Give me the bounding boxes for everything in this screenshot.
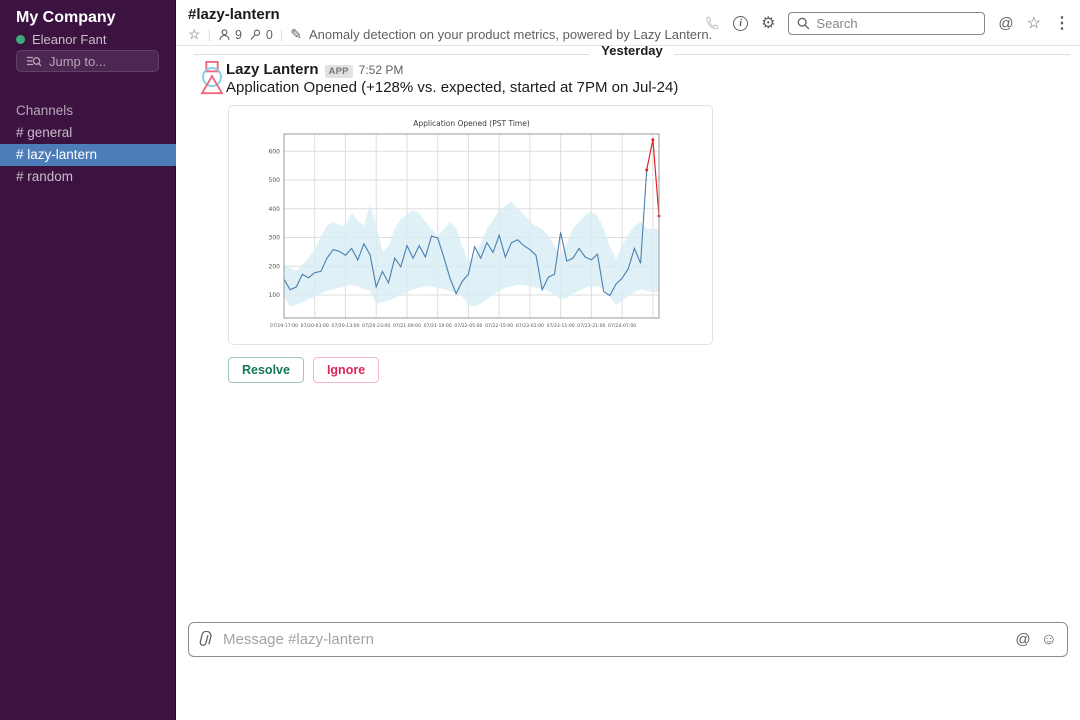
main-area: #lazy-lantern ☆ | 9 0 | ✎ Anomaly detect… — [176, 0, 1080, 720]
svg-text:07/23-21:00: 07/23-21:00 — [577, 323, 605, 329]
mentions-button[interactable]: @ — [998, 15, 1013, 32]
divider: | — [207, 27, 211, 42]
emoji-icon[interactable]: ☺ — [1040, 630, 1057, 648]
lazy-lantern-logo-icon — [200, 60, 224, 95]
svg-text:07/22-05:00: 07/22-05:00 — [454, 323, 482, 329]
svg-text:07/22-15:00: 07/22-15:00 — [485, 323, 513, 329]
at-icon: @ — [998, 14, 1014, 32]
channels-header[interactable]: Channels — [16, 103, 74, 118]
more-options-button[interactable]: ⋮ — [1054, 13, 1070, 33]
svg-text:07/21-09:00: 07/21-09:00 — [393, 323, 421, 329]
attach-icon[interactable] — [199, 630, 214, 649]
message-composer[interactable]: @ ☺ — [188, 622, 1068, 657]
pin-count[interactable]: 0 — [265, 27, 273, 42]
user-name: Eleanor Fant — [32, 32, 107, 47]
date-divider-label[interactable]: Yesterday — [589, 43, 675, 58]
channel-title: #lazy-lantern — [188, 6, 280, 23]
pin-icon[interactable] — [249, 28, 262, 42]
presence-dot — [16, 35, 25, 44]
starred-items-button[interactable]: ☆ — [1027, 13, 1041, 33]
info-icon: i — [733, 15, 749, 31]
sidebar-item-lazy-lantern[interactable]: # lazy-lantern — [0, 144, 176, 166]
svg-text:07/20-23:00: 07/20-23:00 — [362, 323, 390, 329]
search-icon — [798, 17, 810, 29]
sidebar: My Company Eleanor Fant Jump to... Chann… — [0, 0, 176, 720]
search-box[interactable] — [788, 11, 986, 35]
svg-text:Application Opened (PST Time): Application Opened (PST Time) — [413, 119, 530, 128]
svg-text:400: 400 — [269, 206, 281, 213]
settings-button[interactable]: ⚙ — [761, 13, 775, 33]
resolve-button[interactable]: Resolve — [228, 357, 304, 383]
composer-actions: @ ☺ — [1015, 631, 1057, 649]
channel-meta: ☆ | 9 0 | ✎ Anomaly detection on your pr… — [188, 26, 712, 43]
workspace-name[interactable]: My Company — [16, 9, 116, 26]
gear-icon: ⚙ — [761, 15, 776, 32]
svg-text:500: 500 — [269, 177, 281, 184]
svg-text:07/20-03:00: 07/20-03:00 — [301, 323, 329, 329]
jump-to-icon — [27, 56, 42, 66]
avatar[interactable] — [194, 60, 230, 96]
svg-text:200: 200 — [269, 263, 281, 270]
message-sender[interactable]: Lazy Lantern — [226, 61, 319, 78]
svg-text:100: 100 — [269, 292, 281, 299]
header-actions: i ⚙ @ ☆ ⋮ — [704, 0, 1070, 46]
mention-icon[interactable]: @ — [1015, 631, 1031, 648]
edit-topic-icon[interactable]: ✎ — [290, 26, 302, 42]
user-presence[interactable]: Eleanor Fant — [0, 29, 175, 50]
members-icon[interactable] — [218, 28, 231, 42]
channel-header: #lazy-lantern ☆ | 9 0 | ✎ Anomaly detect… — [176, 0, 1080, 46]
sidebar-item-general[interactable]: # general — [16, 125, 73, 140]
svg-text:07/19-17:00: 07/19-17:00 — [270, 323, 298, 329]
date-divider: Yesterday — [194, 43, 1070, 61]
sidebar-item-random[interactable]: # random — [16, 169, 74, 184]
svg-text:07/24-07:00: 07/24-07:00 — [608, 323, 636, 329]
message-header: Lazy Lantern APP 7:52 PM — [226, 61, 403, 78]
ignore-button[interactable]: Ignore — [312, 357, 380, 383]
app-badge: APP — [324, 65, 353, 78]
kebab-icon: ⋮ — [1054, 15, 1070, 32]
phone-icon — [706, 16, 719, 30]
search-input[interactable] — [816, 15, 967, 31]
svg-text:07/23-01:00: 07/23-01:00 — [516, 323, 544, 329]
anomaly-chart: 07/19-17:00 07/20-03:00 07/20-13:00 07/20-2… — [269, 119, 661, 329]
svg-text:07/23-11:00: 07/23-11:00 — [547, 323, 575, 329]
message-actions: Resolve Ignore — [228, 357, 380, 383]
svg-text:300: 300 — [269, 235, 281, 242]
message-input[interactable] — [223, 631, 1007, 648]
member-count[interactable]: 9 — [234, 27, 242, 42]
jump-to-label: Jump to... — [49, 53, 107, 69]
channel-list: # general # lazy-lantern # random — [0, 122, 176, 188]
message-timestamp[interactable]: 7:52 PM — [358, 63, 404, 77]
star-icon: ☆ — [1026, 15, 1041, 32]
svg-text:600: 600 — [269, 148, 281, 155]
message-text: Application Opened (+128% vs. expected, … — [226, 79, 679, 96]
divider: | — [279, 27, 284, 42]
jump-to-button[interactable]: Jump to... — [16, 50, 159, 72]
channel-topic[interactable]: Anomaly detection on your product metric… — [308, 27, 713, 42]
star-channel-icon[interactable]: ☆ — [188, 26, 201, 42]
svg-text:07/21-19:00: 07/21-19:00 — [424, 323, 452, 329]
svg-text:07/20-13:00: 07/20-13:00 — [331, 323, 359, 329]
call-button[interactable] — [704, 15, 720, 31]
channel-details-button[interactable]: i — [733, 15, 749, 31]
anomaly-chart-attachment[interactable]: 07/19-17:00 07/20-03:00 07/20-13:00 07/20-2… — [228, 105, 713, 345]
